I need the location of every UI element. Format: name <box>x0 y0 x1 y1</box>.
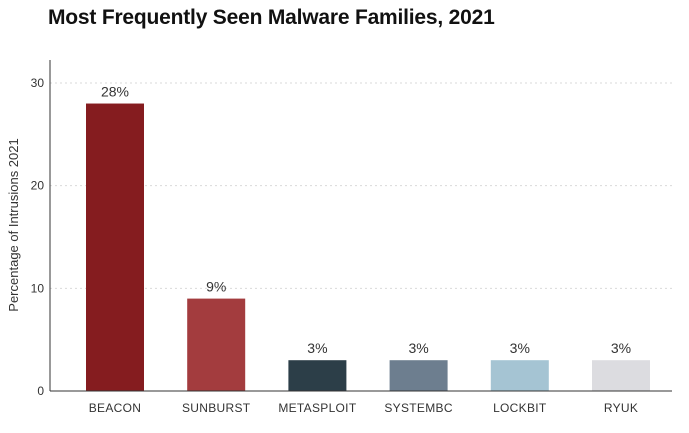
x-category-label: METASPLOIT <box>278 401 356 415</box>
bar-value-label: 3% <box>611 340 631 356</box>
x-category-label: SUNBURST <box>182 401 251 415</box>
y-tick-label: 20 <box>31 179 45 193</box>
bar <box>389 360 448 391</box>
bar <box>592 360 650 391</box>
bar <box>490 360 549 391</box>
bar-value-label: 9% <box>206 279 226 295</box>
bar <box>187 298 246 391</box>
bar-value-label: 3% <box>307 340 327 356</box>
x-category-label: SYSTEMBC <box>384 401 452 415</box>
x-category-label: LOCKBIT <box>493 401 547 415</box>
bars: 28% 9% 3% 3% 3% 3% <box>86 84 650 392</box>
y-axis-title: Percentage of Intrusions 2021 <box>6 138 21 311</box>
x-category-label: BEACON <box>89 401 141 415</box>
bar-value-label: 3% <box>408 340 428 356</box>
bar <box>288 360 347 391</box>
chart-title: Most Frequently Seen Malware Families, 2… <box>48 6 495 29</box>
bar <box>86 103 144 392</box>
bar-value-label: 28% <box>101 84 129 100</box>
y-tick-label: 0 <box>37 384 44 398</box>
gridlines <box>50 82 672 289</box>
bar-value-label: 3% <box>510 340 530 356</box>
y-tick-label: 30 <box>31 76 45 90</box>
axes: 0 10 20 30 BEACON SUNBURST METASPLOIT SYSTEMBC L… <box>31 60 672 415</box>
x-category-label: RYUK <box>604 401 638 415</box>
y-tick-label: 10 <box>31 281 45 295</box>
